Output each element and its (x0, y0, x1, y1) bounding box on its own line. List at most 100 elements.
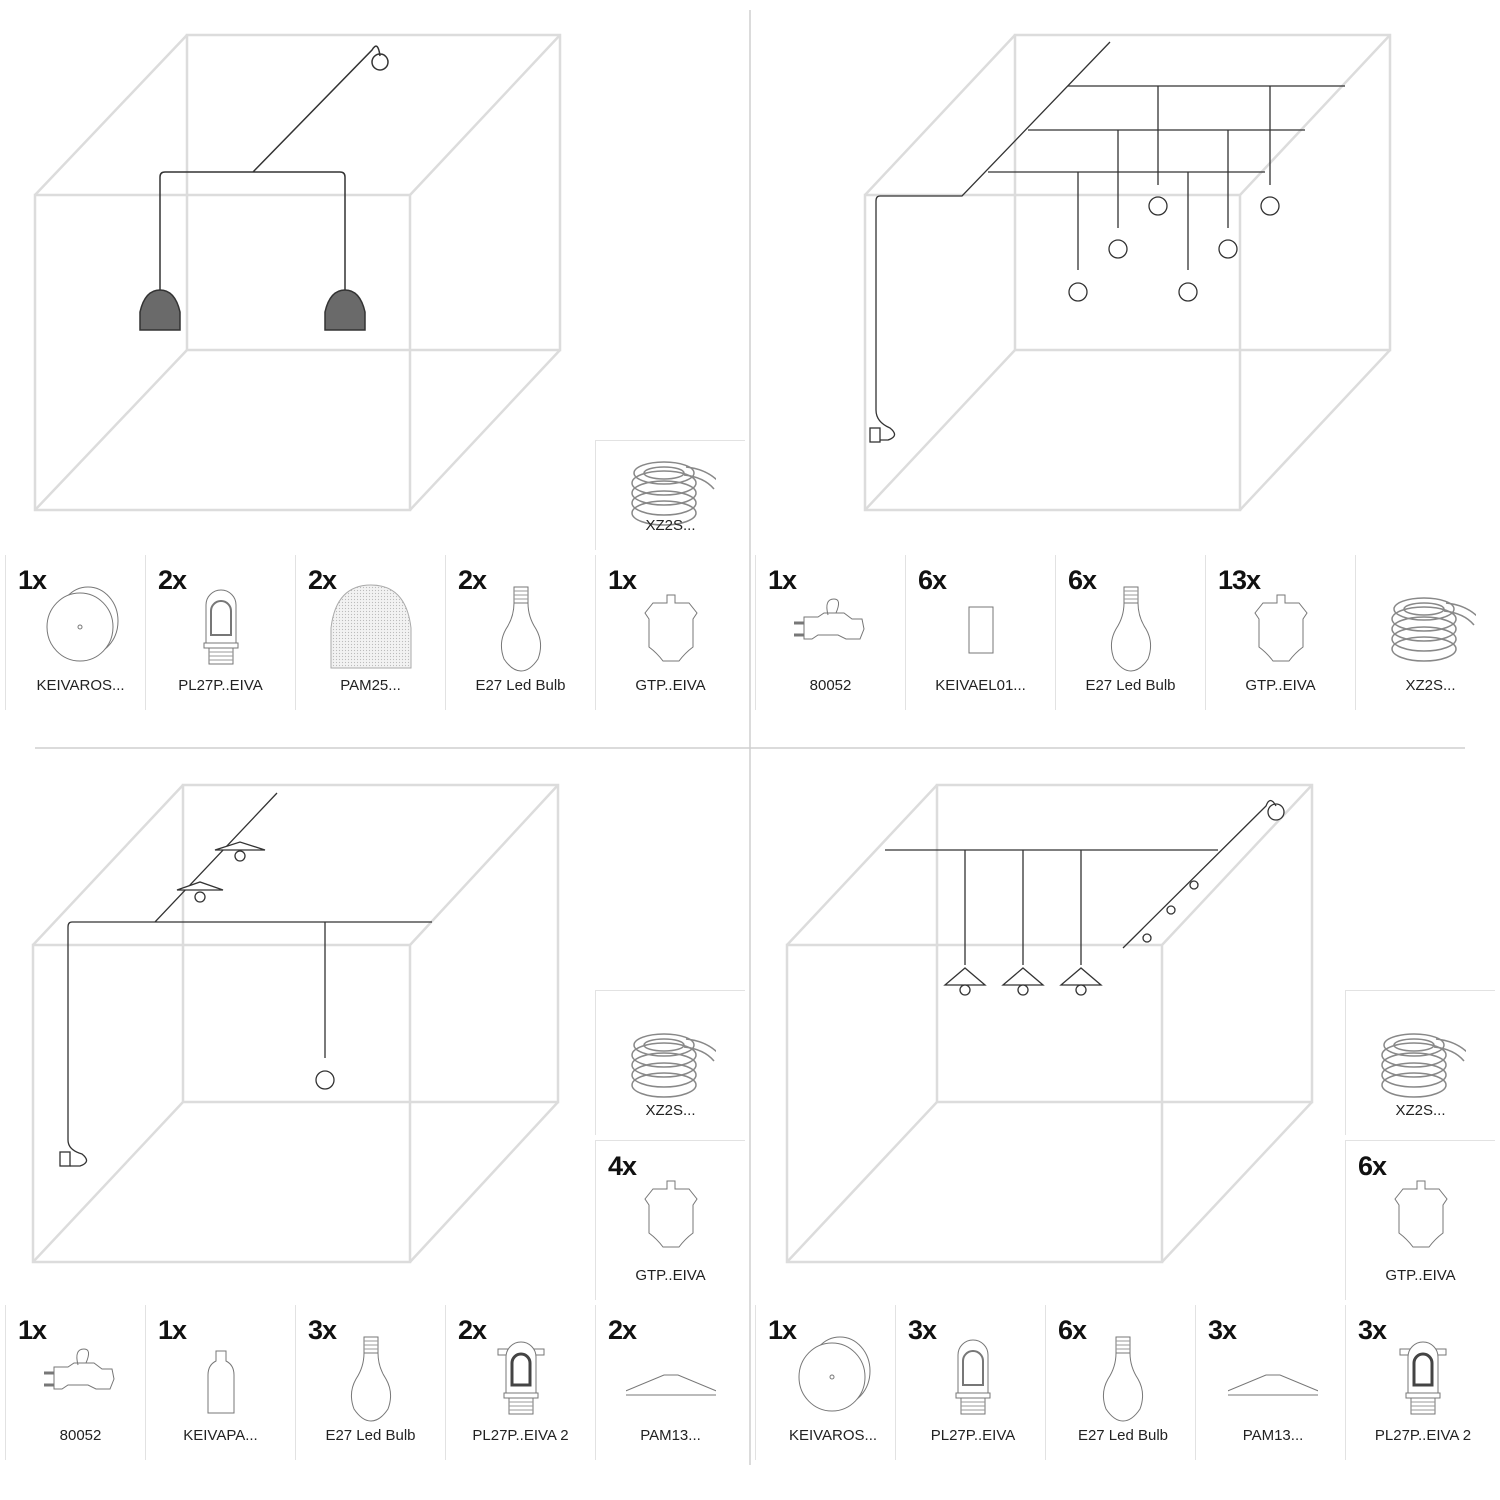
part-quantity: 6x (1068, 565, 1097, 595)
part-label: XZ2S... (645, 517, 696, 534)
dome-shade (324, 289, 366, 331)
part-card[interactable]: XZ2S... (595, 990, 745, 1135)
part-label: GTP..EIVA (635, 677, 706, 694)
dividers (35, 10, 1465, 1465)
dome-shade-icon (326, 583, 416, 673)
part-card[interactable]: 2x PAM13... (595, 1305, 745, 1460)
part-quantity: 2x (608, 1315, 637, 1345)
part-card[interactable]: 6x GTP..EIVA (1345, 1140, 1495, 1300)
part-quantity: 6x (1058, 1315, 1087, 1345)
part-label: PAM13... (1242, 1427, 1304, 1444)
part-card[interactable]: 13x GTP..EIVA (1205, 555, 1355, 710)
lamp-holder-clip-icon (476, 1333, 566, 1423)
part-label: PL27P..EIVA 2 (1374, 1427, 1472, 1444)
lamp-holder-clip-icon (1378, 1333, 1468, 1423)
part-quantity: 3x (308, 1315, 337, 1345)
part-card[interactable]: 6x KEIVAEL01... (905, 555, 1055, 710)
part-quantity: 2x (458, 1315, 487, 1345)
part-label: PL27P..EIVA (178, 677, 263, 694)
part-quantity: 2x (158, 565, 187, 595)
dome-shade (139, 289, 181, 331)
part-label: KEIVAPA... (183, 1427, 258, 1444)
part-card[interactable]: 1x KEIVAROS... (755, 1305, 910, 1460)
part-label: KEIVAROS... (36, 677, 125, 694)
part-label: 80052 (59, 1427, 102, 1444)
lamp-setup-3 (59, 792, 432, 1167)
bulb-icon (1086, 583, 1176, 673)
cable-coil-icon (626, 1019, 716, 1109)
flat-shade-icon (1228, 1333, 1318, 1423)
part-quantity: 3x (1358, 1315, 1387, 1345)
part-card[interactable]: 1x 80052 (755, 555, 905, 710)
room-cubes (31, 33, 1392, 1264)
part-quantity: 13x (1218, 565, 1261, 595)
part-label: PAM13... (640, 1427, 701, 1444)
part-label: PAM25... (340, 677, 401, 694)
part-quantity: 2x (308, 565, 337, 595)
cable-guide-icon (1236, 583, 1326, 673)
part-label: PL27P..EIVA 2 (472, 1427, 569, 1444)
part-quantity: 3x (1208, 1315, 1237, 1345)
cable-guide-icon (626, 583, 716, 673)
flat-shade-icon (626, 1333, 716, 1423)
cable-coil-icon (1376, 1019, 1466, 1109)
bottle-holder-icon (176, 1333, 266, 1423)
part-label: XZ2S... (1405, 677, 1456, 694)
part-quantity: 1x (18, 1315, 47, 1345)
part-quantity: 6x (918, 565, 947, 595)
bulb-icon (1078, 1333, 1168, 1423)
cable-coil-icon (1386, 583, 1476, 673)
part-quantity: 3x (908, 1315, 937, 1345)
cylinder-holder-icon (936, 583, 1026, 673)
part-card[interactable]: 2x PL27P..EIVA 2 (445, 1305, 595, 1460)
part-label: GTP..EIVA (1385, 1267, 1456, 1284)
part-card[interactable]: 1x GTP..EIVA (595, 555, 745, 710)
part-quantity: 1x (608, 565, 637, 595)
part-card[interactable]: 1x KEIVAPA... (145, 1305, 295, 1460)
part-card[interactable]: 3x PL27P..EIVA (895, 1305, 1050, 1460)
part-label: GTP..EIVA (1245, 677, 1316, 694)
part-card[interactable]: 2x PAM25... (295, 555, 445, 710)
lamp-setup-1 (139, 45, 389, 331)
part-quantity: 4x (608, 1151, 637, 1181)
part-card[interactable]: 2x E27 Led Bulb (445, 555, 595, 710)
part-label: XZ2S... (1395, 1102, 1446, 1119)
part-quantity: 1x (768, 1315, 797, 1345)
part-card[interactable]: 6x E27 Led Bulb (1055, 555, 1205, 710)
room-cube-1 (33, 33, 562, 512)
part-card[interactable]: 1x 80052 (5, 1305, 155, 1460)
cable-guide-icon (626, 1169, 716, 1259)
cable-guide-icon (1376, 1169, 1466, 1259)
room-cube-3 (31, 783, 560, 1264)
part-card[interactable]: 3x E27 Led Bulb (295, 1305, 445, 1460)
part-card[interactable]: XZ2S... (1345, 990, 1495, 1135)
part-card[interactable]: 3x PL27P..EIVA 2 (1345, 1305, 1500, 1460)
bulb-icon (476, 583, 566, 673)
part-label: PL27P..EIVA (930, 1427, 1016, 1444)
room-cube-2 (863, 33, 1392, 512)
part-card[interactable]: 2x PL27P..EIVA (145, 555, 295, 710)
part-quantity: 1x (158, 1315, 187, 1345)
part-quantity: 6x (1358, 1151, 1387, 1181)
lamp-holder-icon (176, 583, 266, 673)
part-quantity: 1x (768, 565, 797, 595)
part-label: KEIVAROS... (788, 1427, 878, 1444)
part-card[interactable]: XZ2S... (595, 440, 745, 550)
plug-icon (36, 1333, 126, 1423)
part-label: KEIVAEL01... (935, 677, 1026, 694)
part-card[interactable]: 6x E27 Led Bulb (1045, 1305, 1200, 1460)
part-card[interactable]: 4x GTP..EIVA (595, 1140, 745, 1300)
bulb-icon (326, 1333, 416, 1423)
ceiling-rose-icon (36, 583, 126, 673)
ceiling-rose-icon (788, 1333, 878, 1423)
part-card[interactable]: 3x PAM13... (1195, 1305, 1350, 1460)
lamp-setup-2 (869, 41, 1345, 443)
part-label: E27 Led Bulb (1077, 1427, 1169, 1444)
part-quantity: 1x (18, 565, 47, 595)
part-card[interactable]: 1x KEIVAROS... (5, 555, 155, 710)
part-card[interactable]: XZ2S... (1355, 555, 1500, 710)
part-label: E27 Led Bulb (475, 677, 566, 694)
part-label: 80052 (809, 677, 852, 694)
lamp-setup-4 (885, 799, 1285, 996)
